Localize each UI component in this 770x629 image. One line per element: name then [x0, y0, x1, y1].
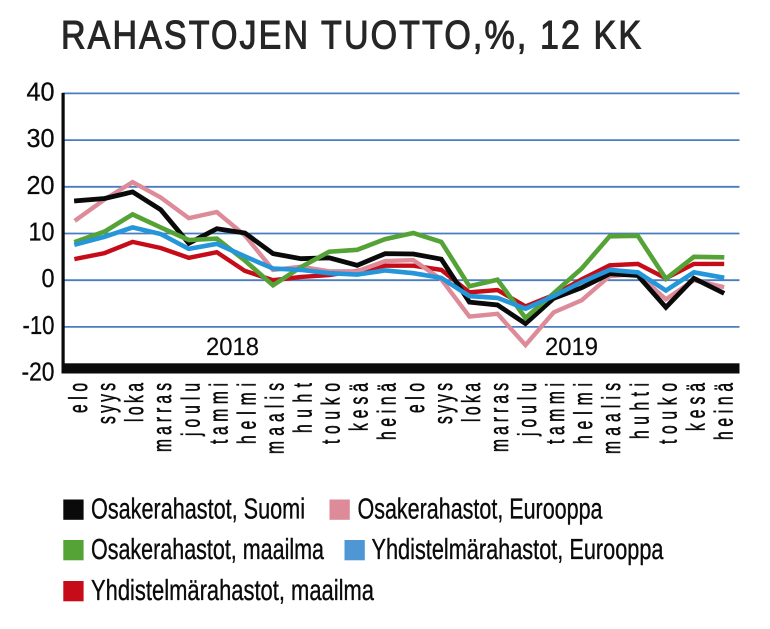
svg-text:loka: loka: [456, 383, 486, 422]
svg-text:30: 30: [27, 123, 55, 153]
svg-text:-10: -10: [23, 310, 55, 340]
svg-text:elo: elo: [63, 383, 93, 413]
svg-text:20: 20: [27, 170, 55, 200]
svg-text:loka: loka: [119, 383, 149, 422]
svg-text:Osakerahastot, maailma: Osakerahastot, maailma: [91, 534, 325, 566]
svg-text:2019: 2019: [545, 333, 598, 361]
svg-text:Osakerahastot, Suomi: Osakerahastot, Suomi: [91, 494, 305, 526]
svg-text:heinä: heinä: [709, 383, 739, 440]
svg-text:elo: elo: [400, 383, 430, 413]
svg-text:joulu: joulu: [175, 383, 205, 437]
svg-text:-20: -20: [22, 357, 55, 387]
svg-text:tammi: tammi: [203, 383, 233, 444]
svg-text:0: 0: [42, 263, 55, 293]
svg-text:40: 40: [27, 76, 55, 106]
svg-text:10: 10: [29, 217, 55, 247]
svg-text:2018: 2018: [206, 333, 259, 361]
svg-text:joulu: joulu: [512, 383, 542, 437]
svg-text:Yhdistelmärahastot, maailma: Yhdistelmärahastot, maailma: [91, 575, 375, 607]
svg-text:RAHASTOJEN TUOTTO,%, 12 KK: RAHASTOJEN TUOTTO,%, 12 KK: [61, 14, 641, 58]
svg-text:tammi: tammi: [540, 383, 570, 444]
svg-text:Yhdistelmärahastot, Eurooppa: Yhdistelmärahastot, Eurooppa: [372, 534, 665, 566]
svg-text:Osakerahastot, Eurooppa: Osakerahastot, Eurooppa: [358, 494, 604, 526]
svg-text:heinä: heinä: [372, 383, 402, 440]
